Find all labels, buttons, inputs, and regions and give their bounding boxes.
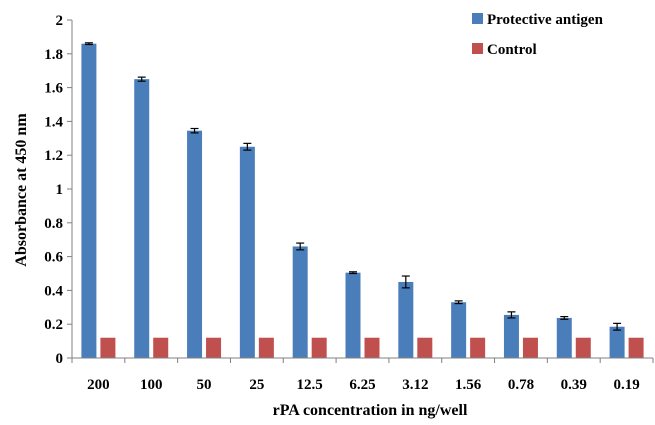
y-tick-label: 1.6 <box>44 81 63 97</box>
y-tick-label: 1.2 <box>44 148 63 164</box>
x-tick-label: 3.12 <box>402 377 428 393</box>
legend-label-control: Control <box>487 42 537 58</box>
bar-protective-antigen <box>292 246 308 358</box>
bar-protective-antigen <box>134 79 150 359</box>
y-tick-label: 0 <box>56 351 64 367</box>
legend-swatch-protective-antigen <box>472 13 483 24</box>
y-tick-label: 0.2 <box>44 317 63 333</box>
bar-control <box>522 337 538 358</box>
legend: Protective antigen Control <box>472 12 604 58</box>
x-axis-title: rPA concentration in ng/well <box>273 402 468 419</box>
y-tick-label: 1.4 <box>44 114 63 130</box>
plot-area <box>81 42 644 359</box>
bar-protective-antigen <box>345 272 361 358</box>
bar-protective-antigen <box>451 302 467 358</box>
bar-control <box>417 337 433 358</box>
x-tick-label: 50 <box>197 377 212 393</box>
x-tick-label: 25 <box>249 377 264 393</box>
x-tick-label: 0.39 <box>561 377 587 393</box>
y-tick-label: 2 <box>56 13 64 29</box>
bar-protective-antigen <box>81 43 97 358</box>
bar-control <box>311 337 327 358</box>
bar-control <box>364 337 380 358</box>
x-tick-label: 1.56 <box>455 377 482 393</box>
legend-swatch-control <box>472 43 483 54</box>
bar-control <box>258 337 274 358</box>
y-axis-title: Absorbance at 450 nm <box>13 113 30 267</box>
y-tick-label: 0.4 <box>44 283 63 299</box>
legend-label-protective-antigen: Protective antigen <box>487 12 604 28</box>
bar-control <box>628 337 644 358</box>
bar-protective-antigen <box>398 281 414 358</box>
bar-protective-antigen <box>503 314 519 358</box>
x-tick-label: 12.5 <box>297 377 323 393</box>
bar-protective-antigen <box>556 317 572 358</box>
bar-control <box>153 337 169 358</box>
bar-protective-antigen <box>239 146 255 358</box>
y-tick-label: 0.6 <box>44 250 63 266</box>
x-tick-label: 100 <box>140 377 163 393</box>
y-axis: 0 0.2 0.4 0.6 0.8 1 1.2 1.4 1.6 1.8 2 <box>44 13 73 367</box>
x-tick-label: 0.19 <box>613 377 639 393</box>
bar-protective-antigen <box>187 130 203 358</box>
x-tick-label: 0.78 <box>508 377 534 393</box>
y-tick-label: 0.8 <box>44 216 63 232</box>
y-tick-label: 1.8 <box>44 47 63 63</box>
y-tick-label: 1 <box>56 182 64 198</box>
bar-control <box>206 337 222 358</box>
bar-control <box>470 337 486 358</box>
x-tick-label: 200 <box>87 377 110 393</box>
bar-control <box>100 337 116 358</box>
x-tick-label: 6.25 <box>349 377 375 393</box>
bar-protective-antigen <box>609 326 625 358</box>
bar-control <box>575 337 591 358</box>
x-axis: 200 100 50 25 12.5 6.25 3.12 1.56 0.78 0.39 0.19 <box>71 357 654 393</box>
